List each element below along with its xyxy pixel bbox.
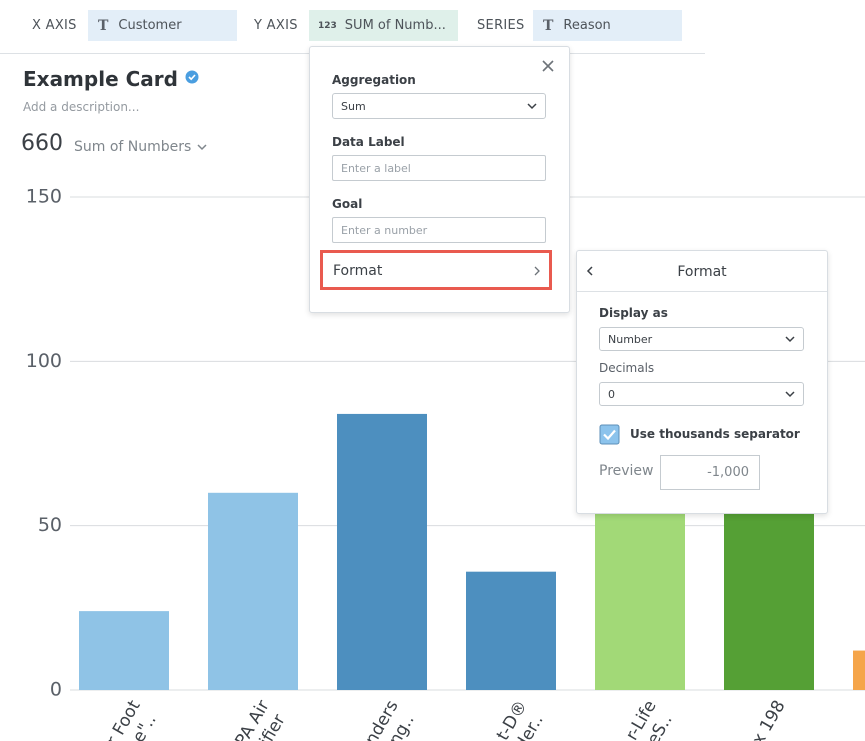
y-tick-label: 50 — [38, 514, 62, 536]
field-name: Customer — [118, 18, 182, 33]
chevron-down — [785, 336, 795, 343]
y-tick-label: 100 — [26, 350, 62, 372]
format-panel: Format Display as Number Decimals 0 Use … — [576, 250, 828, 514]
card-title[interactable]: Example Card — [23, 67, 178, 91]
icon: T — [543, 17, 554, 34]
preview-box: -1,000 — [660, 455, 760, 490]
checkbox-label: Use thousands separator — [630, 427, 800, 441]
checkbox[interactable] — [599, 424, 620, 445]
display-as-select[interactable]: Number — [599, 327, 804, 351]
bar — [337, 413, 427, 690]
chevron-down — [527, 103, 537, 110]
data-label-input[interactable]: Enter a label — [332, 155, 546, 181]
field-label: Goal — [332, 197, 363, 211]
field-name: Reason — [563, 18, 611, 33]
y-tick-label: 0 — [50, 679, 62, 701]
card-description[interactable]: Add a description... — [23, 100, 140, 114]
chevron-right — [534, 266, 540, 276]
preview-label: Preview — [599, 463, 654, 479]
bar — [79, 611, 169, 690]
close-button[interactable] — [541, 59, 555, 73]
x-tick-label: x 198 — [748, 697, 789, 741]
field-label: Aggregation — [332, 73, 416, 87]
panel-title: Format — [677, 264, 727, 280]
x-axis-label: X AXIS — [32, 18, 77, 33]
placeholder: Enter a label — [341, 161, 411, 175]
divider — [577, 291, 827, 292]
goal-input[interactable]: Enter a number — [332, 217, 546, 243]
bar — [466, 571, 556, 690]
metric-name[interactable]: Sum of Numbers — [74, 139, 192, 155]
aggregation-select[interactable]: Sum — [332, 93, 546, 119]
field-label: Display as — [599, 306, 668, 320]
bar — [208, 492, 298, 690]
y-axis-field[interactable]: 123 SUM of Numb... — [309, 10, 458, 41]
bar — [853, 650, 865, 690]
aggregation-popover: Aggregation Sum Data Label Enter a label… — [309, 46, 570, 313]
decimals-select[interactable]: 0 — [599, 382, 804, 406]
series-label: SERIES — [477, 18, 525, 33]
select-value: Number — [608, 332, 653, 346]
field-label: Decimals — [599, 361, 655, 375]
total-value: 660 — [21, 131, 63, 156]
back-button[interactable] — [586, 265, 594, 277]
verified-icon — [185, 70, 199, 84]
bar — [724, 486, 814, 690]
x-axis-field[interactable]: T Customer — [88, 10, 237, 41]
y-axis-label: Y AXIS — [254, 18, 298, 33]
field-label: Data Label — [332, 135, 405, 149]
y-tick-label: 150 — [26, 186, 62, 208]
chevron-down[interactable] — [196, 143, 208, 153]
series-field[interactable]: T Reason — [533, 10, 682, 41]
placeholder: Enter a number — [341, 223, 428, 237]
select-value: 0 — [608, 387, 615, 401]
field-name: SUM of Numb... — [344, 18, 446, 33]
icon: T — [98, 17, 109, 34]
select-value: Sum — [341, 99, 366, 113]
chevron-down — [785, 391, 795, 398]
link-text: Format — [333, 263, 383, 279]
format-link[interactable]: Format — [320, 250, 552, 290]
badge: 123 — [318, 20, 337, 31]
